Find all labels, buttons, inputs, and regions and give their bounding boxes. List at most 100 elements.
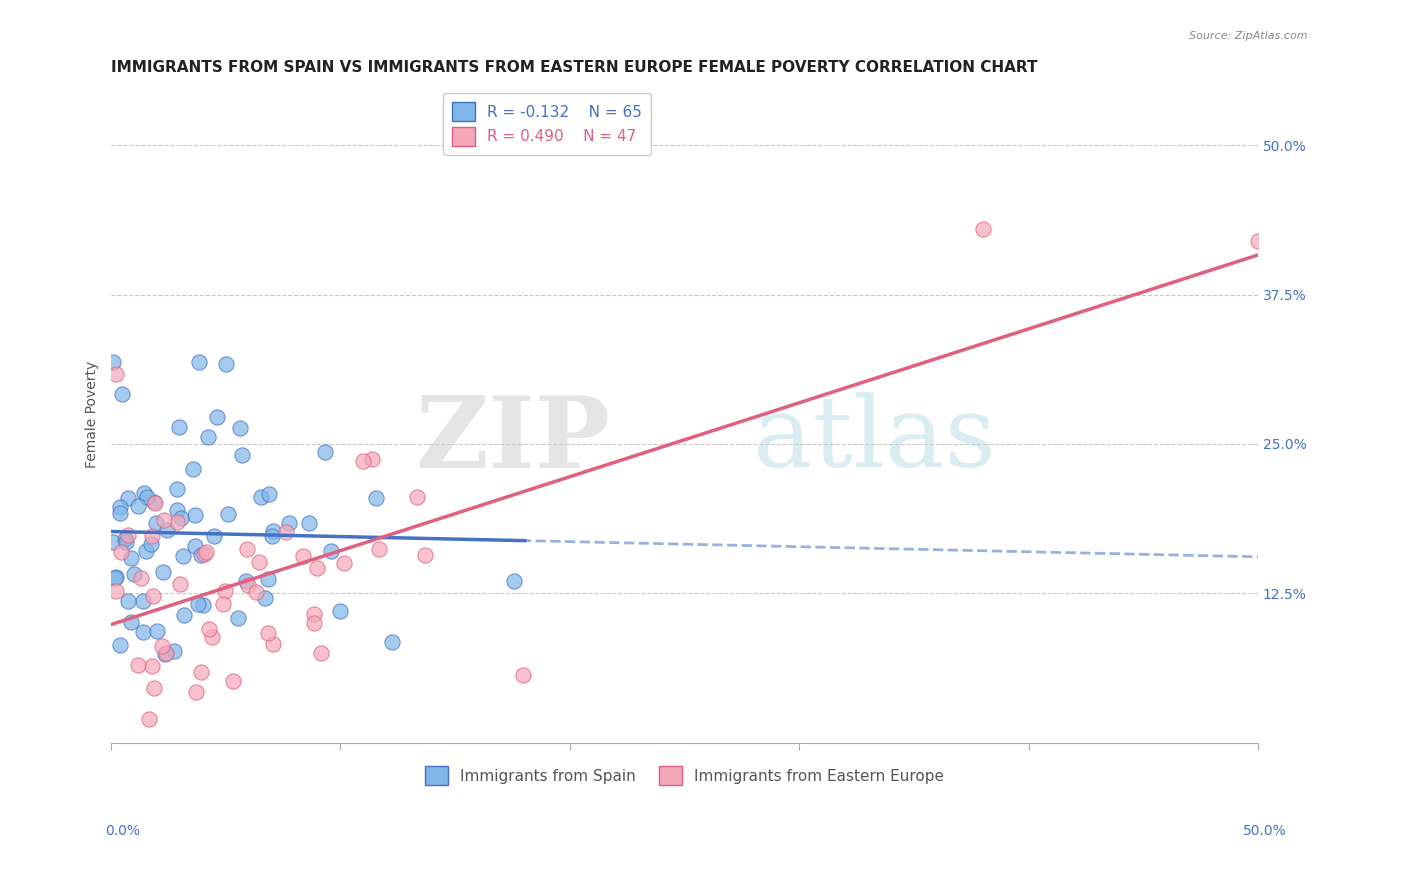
Point: [111, 386, 134, 401]
Text: IMMIGRANTS FROM SPAIN VS IMMIGRANTS FROM EASTERN EUROPE FEMALE POVERTY CORRELATI: IMMIGRANTS FROM SPAIN VS IMMIGRANTS FROM…: [111, 60, 1038, 75]
Point: [153, 647, 176, 661]
Point: [183, 508, 205, 522]
Point: [110, 545, 132, 559]
Point: [117, 491, 139, 505]
Point: [142, 589, 165, 603]
Point: [153, 513, 176, 527]
Point: [152, 565, 174, 579]
Point: [247, 555, 270, 569]
Point: [333, 556, 356, 570]
Text: Source: ZipAtlas.com: Source: ZipAtlas.com: [1189, 31, 1308, 41]
Point: [145, 516, 167, 530]
Point: [104, 572, 127, 586]
Point: [231, 449, 253, 463]
Point: [364, 491, 387, 505]
Text: 50.0%: 50.0%: [1243, 824, 1286, 838]
Point: [381, 635, 404, 649]
Point: [405, 490, 427, 504]
Point: [214, 583, 236, 598]
Point: [163, 643, 186, 657]
Point: [166, 482, 188, 496]
Point: [136, 490, 159, 504]
Point: [146, 624, 169, 638]
Point: [170, 511, 193, 525]
Point: [141, 659, 163, 673]
Point: [139, 537, 162, 551]
Point: [173, 607, 195, 622]
Point: [311, 646, 333, 660]
Point: [190, 665, 212, 680]
Point: [202, 529, 225, 543]
Point: [319, 544, 342, 558]
Point: [114, 533, 136, 547]
Point: [104, 570, 127, 584]
Point: [260, 529, 283, 543]
Point: [329, 604, 352, 618]
Point: [166, 515, 188, 529]
Point: [105, 367, 128, 381]
Point: [188, 355, 211, 369]
Text: ZIP: ZIP: [415, 392, 610, 489]
Point: [115, 534, 138, 549]
Point: [253, 591, 276, 605]
Point: [117, 594, 139, 608]
Point: [226, 611, 249, 625]
Point: [222, 673, 245, 688]
Point: [181, 462, 204, 476]
Point: [169, 577, 191, 591]
Point: [155, 646, 177, 660]
Point: [117, 528, 139, 542]
Point: [138, 712, 160, 726]
Point: [172, 549, 194, 563]
Point: [103, 355, 125, 369]
Point: [186, 685, 208, 699]
Point: [972, 222, 994, 236]
Point: [193, 598, 215, 612]
Point: [512, 668, 534, 682]
Point: [274, 525, 297, 540]
Point: [302, 616, 325, 631]
Point: [197, 430, 219, 444]
Point: [250, 491, 273, 505]
Point: [413, 549, 436, 563]
Point: [212, 597, 235, 611]
Point: [127, 499, 149, 513]
Point: [368, 542, 391, 557]
Point: [108, 506, 131, 520]
Point: [143, 496, 166, 510]
Point: [215, 357, 238, 371]
Point: [132, 594, 155, 608]
Point: [184, 540, 207, 554]
Point: [105, 583, 128, 598]
Point: [302, 607, 325, 621]
Point: [193, 547, 215, 561]
Point: [120, 615, 142, 629]
Point: [305, 561, 328, 575]
Point: [352, 454, 374, 468]
Y-axis label: Female Poverty: Female Poverty: [86, 360, 100, 467]
Point: [257, 487, 280, 501]
Point: [229, 421, 252, 435]
Text: atlas: atlas: [754, 392, 995, 488]
Point: [257, 572, 280, 586]
Point: [143, 681, 166, 695]
Point: [103, 535, 125, 549]
Point: [108, 500, 131, 514]
Point: [256, 626, 278, 640]
Point: [245, 585, 267, 599]
Point: [201, 630, 224, 644]
Point: [262, 637, 284, 651]
Point: [132, 625, 155, 640]
Point: [141, 528, 163, 542]
Point: [291, 549, 314, 563]
Point: [120, 550, 142, 565]
Point: [361, 451, 384, 466]
Point: [235, 574, 257, 588]
Point: [156, 524, 179, 538]
Point: [262, 524, 284, 538]
Point: [1247, 234, 1270, 248]
Point: [198, 622, 221, 636]
Point: [167, 419, 190, 434]
Point: [187, 597, 209, 611]
Point: [124, 567, 146, 582]
